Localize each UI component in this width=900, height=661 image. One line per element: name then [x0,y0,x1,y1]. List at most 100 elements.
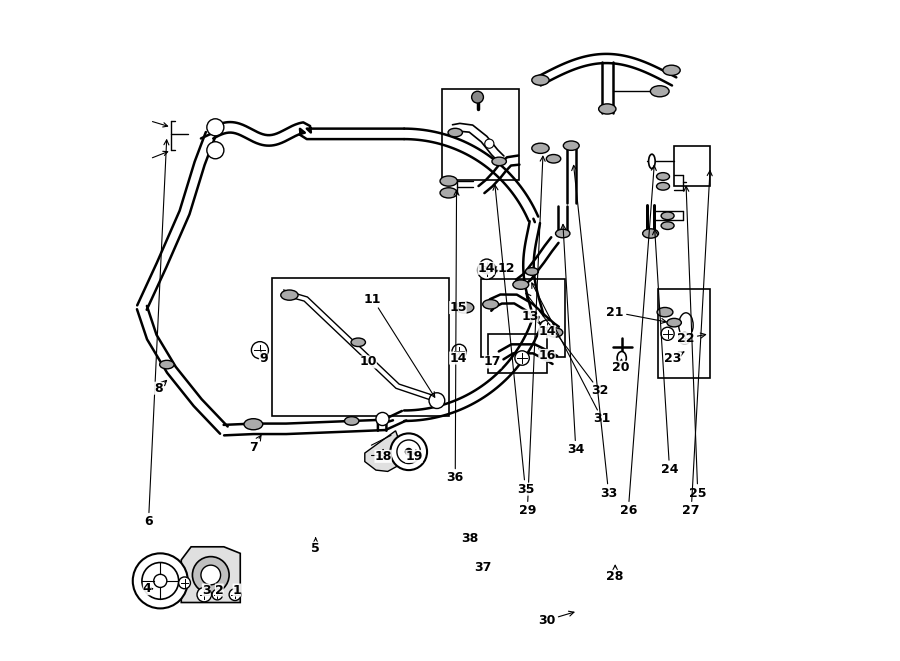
Text: 19: 19 [405,450,423,463]
Text: 20: 20 [612,360,629,373]
Ellipse shape [532,143,549,153]
Text: 10: 10 [359,356,377,368]
Ellipse shape [656,182,670,190]
Circle shape [197,588,211,602]
Text: 13: 13 [521,309,539,323]
Bar [442,89,519,180]
Circle shape [154,574,166,588]
Ellipse shape [539,351,555,360]
Circle shape [679,332,690,344]
Circle shape [429,393,445,408]
Text: 14: 14 [449,352,466,364]
Ellipse shape [526,268,538,276]
Circle shape [251,342,268,359]
Ellipse shape [440,176,457,186]
Text: 17: 17 [484,356,501,368]
Text: 2: 2 [215,584,224,597]
Circle shape [133,553,188,608]
Text: 15: 15 [449,301,466,314]
Text: 28: 28 [607,565,624,583]
Text: 31: 31 [532,283,611,426]
Text: 38: 38 [461,532,478,545]
Text: 4: 4 [143,582,152,596]
Text: 35: 35 [493,185,534,496]
Ellipse shape [679,313,693,338]
Bar [659,290,709,377]
Bar [482,280,565,357]
Circle shape [142,563,178,600]
Circle shape [207,119,224,136]
Circle shape [212,590,222,600]
Text: 23: 23 [664,352,684,364]
Text: 32: 32 [526,293,608,397]
Bar [272,278,449,416]
Ellipse shape [662,212,674,219]
Text: 27: 27 [682,171,712,518]
Circle shape [391,434,428,470]
Ellipse shape [657,307,673,317]
Ellipse shape [244,418,263,430]
Text: 36: 36 [446,190,464,485]
Ellipse shape [598,104,616,114]
Text: 22: 22 [677,332,706,345]
Ellipse shape [281,290,298,300]
Ellipse shape [159,360,174,369]
Text: 1: 1 [232,584,241,597]
Circle shape [540,320,554,334]
Ellipse shape [547,328,562,337]
Circle shape [193,557,230,594]
Ellipse shape [617,352,626,365]
Circle shape [207,141,224,159]
Bar [674,145,710,186]
Ellipse shape [656,173,670,180]
Text: 7: 7 [249,436,261,453]
Ellipse shape [455,302,473,313]
Circle shape [230,589,241,601]
Circle shape [472,91,483,103]
Ellipse shape [345,416,359,425]
Ellipse shape [651,86,669,97]
Text: 16: 16 [538,349,555,362]
Circle shape [485,139,494,148]
Circle shape [178,577,191,589]
Text: 5: 5 [311,538,320,555]
Ellipse shape [351,338,365,346]
Ellipse shape [663,65,680,75]
Text: 12: 12 [492,262,515,275]
Circle shape [478,261,496,280]
Ellipse shape [667,319,681,327]
Text: 18: 18 [374,449,392,463]
Text: 26: 26 [619,165,656,518]
Circle shape [515,351,529,366]
Text: 29: 29 [518,156,545,518]
Circle shape [480,259,494,274]
Text: 33: 33 [572,165,617,500]
Text: 25: 25 [684,186,706,500]
Ellipse shape [448,128,463,137]
Text: 24: 24 [652,229,679,476]
Text: 3: 3 [202,584,211,597]
Ellipse shape [546,155,561,163]
Ellipse shape [513,280,528,290]
Text: 8: 8 [154,381,166,395]
Text: 9: 9 [259,352,267,364]
Polygon shape [364,431,400,471]
Ellipse shape [649,154,655,169]
Ellipse shape [440,188,457,198]
Text: 6: 6 [144,140,169,528]
Text: 37: 37 [474,561,491,574]
Ellipse shape [532,75,549,85]
Text: 34: 34 [561,224,584,456]
Bar [488,334,547,373]
Circle shape [662,327,674,340]
Text: 14: 14 [477,262,495,275]
Circle shape [201,565,220,585]
Circle shape [452,344,466,359]
Ellipse shape [482,299,499,309]
Text: 30: 30 [538,611,574,627]
Ellipse shape [563,141,580,150]
Circle shape [405,448,412,455]
Ellipse shape [643,229,659,238]
Text: 14: 14 [538,325,556,338]
Ellipse shape [555,229,570,238]
